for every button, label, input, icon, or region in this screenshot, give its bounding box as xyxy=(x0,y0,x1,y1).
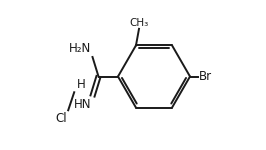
Text: H: H xyxy=(76,78,85,91)
Text: HN: HN xyxy=(73,98,91,111)
Text: Cl: Cl xyxy=(56,112,68,125)
Text: Br: Br xyxy=(199,70,212,83)
Text: CH₃: CH₃ xyxy=(129,18,149,28)
Text: H₂N: H₂N xyxy=(69,42,91,56)
